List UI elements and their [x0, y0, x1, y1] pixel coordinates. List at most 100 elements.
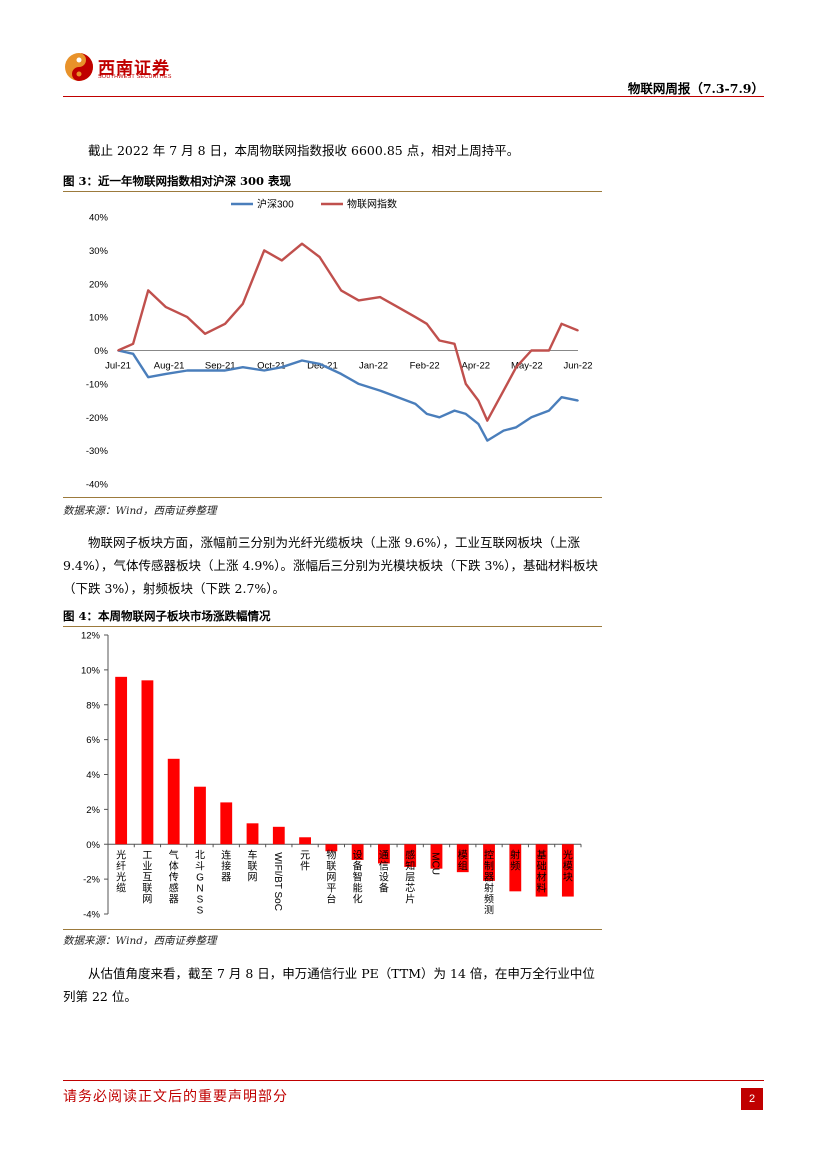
series-point-0 — [425, 413, 428, 415]
series-point-0 — [465, 413, 467, 415]
series-point-0 — [477, 423, 480, 425]
bar-15 — [509, 844, 522, 892]
series-point-0 — [515, 426, 518, 429]
series-point-0 — [453, 409, 456, 412]
x-tick-label: Jul-21 — [105, 361, 131, 372]
category-label: 模组 — [458, 849, 468, 872]
logo-emblem-icon — [65, 53, 93, 81]
series-point-1 — [438, 339, 441, 342]
figure-3-top-rule — [63, 191, 602, 192]
series-point-0 — [241, 366, 244, 368]
series-point-1 — [502, 389, 505, 392]
y-tick-label: 0% — [86, 840, 100, 851]
series-point-1 — [477, 399, 480, 402]
series-point-1 — [204, 333, 206, 335]
category-label: 车联网 — [248, 848, 258, 883]
series-point-0 — [577, 399, 579, 402]
series-point-0 — [263, 369, 265, 372]
category-label: 气体传感器 — [169, 848, 179, 905]
bar-10 — [378, 844, 390, 864]
series-point-0 — [301, 359, 303, 362]
series-point-1 — [357, 299, 360, 302]
series-point-1 — [165, 306, 167, 308]
bar-16 — [535, 844, 548, 897]
series-point-0 — [132, 353, 134, 355]
y-tick-label: -20% — [86, 413, 109, 424]
figure-4-source: 数据来源：Wind，西南证券整理 — [63, 935, 217, 947]
series-point-1 — [453, 343, 456, 345]
bar-2 — [167, 758, 180, 845]
category-label: 光纤光缆 — [116, 848, 126, 894]
series-point-1 — [560, 323, 563, 325]
y-tick-label: -10% — [86, 379, 109, 390]
x-tick-label: Jun-22 — [563, 361, 592, 372]
series-point-0 — [357, 383, 360, 385]
bar-4 — [220, 802, 233, 845]
series-point-1 — [577, 329, 579, 332]
bar-9 — [351, 844, 364, 860]
x-tick-label: Oct-21 — [257, 361, 286, 372]
paragraph-valuation: 从估值角度来看，截至 7 月 8 日，申万通信行业 PE（TTM）为 14 倍，… — [63, 966, 595, 1004]
category-label: 设备智能化 — [353, 849, 363, 905]
y-tick-label: 12% — [81, 631, 101, 642]
bar-12 — [430, 844, 443, 869]
series-line-0 — [117, 349, 579, 442]
y-tick-label: 4% — [86, 770, 100, 781]
footer-divider — [63, 1080, 764, 1081]
y-tick-label: 2% — [86, 805, 100, 816]
y-tick-label: 10% — [81, 665, 101, 676]
bar-6 — [272, 826, 285, 845]
x-tick-label: Sep-21 — [205, 361, 236, 372]
figure-3-bottom-rule — [63, 497, 602, 498]
series-point-1 — [396, 306, 399, 308]
figure-3-title: 图 3：近一年物联网指数相对沪深 300 表现 — [63, 174, 292, 188]
y-tick-label: -30% — [86, 446, 109, 457]
series-point-1 — [318, 256, 321, 258]
series-point-1 — [379, 296, 381, 298]
legend-label-1: 物联网指数 — [347, 198, 397, 211]
series-point-1 — [548, 349, 550, 352]
series-point-1 — [530, 349, 533, 352]
header-divider — [63, 96, 764, 97]
page-number: 2 — [741, 1088, 763, 1110]
bar-5 — [246, 823, 259, 845]
series-point-1 — [465, 383, 467, 385]
series-point-0 — [502, 429, 505, 432]
series-point-0 — [548, 409, 550, 412]
bar-17 — [561, 844, 574, 897]
bar-14 — [483, 844, 495, 881]
x-tick-label: Aug-21 — [154, 361, 185, 372]
bar-8 — [325, 844, 338, 852]
series-point-1 — [263, 249, 265, 252]
bar-3 — [194, 786, 206, 845]
series-point-1 — [186, 316, 189, 318]
series-point-0 — [204, 369, 206, 372]
bar-chart-subsector-change: 12% 10% 8% 6% 4% 2% 0% -2% -4% 光纤光缆 工业互联网 气体传感器 北斗 G N… — [81, 631, 582, 921]
category-label: 光模块 — [563, 848, 573, 883]
series-point-0 — [486, 439, 489, 442]
series-point-0 — [224, 369, 226, 372]
series-point-0 — [165, 373, 167, 375]
y-tick-label: 8% — [86, 700, 100, 711]
series-point-0 — [438, 416, 441, 419]
bar-11 — [404, 844, 417, 867]
y-tick-label: 0% — [94, 346, 108, 357]
series-point-0 — [530, 416, 533, 419]
series-point-1 — [132, 343, 134, 345]
series-point-1 — [486, 419, 489, 422]
logo-subtext: SOUTHWEST SECURITIES — [98, 74, 172, 80]
line-chart-iot-vs-hs300: 40% 30% 20% 10% 0% -10% -20% -30% -40% Jul-21 Aug-… — [86, 198, 593, 491]
bar-7 — [299, 837, 311, 845]
series-point-1 — [241, 302, 244, 305]
x-tick-label: Feb-22 — [410, 361, 440, 372]
y-tick-label: 6% — [86, 735, 100, 746]
series-point-0 — [340, 373, 342, 375]
series-point-1 — [147, 289, 150, 292]
x-tick-label: Apr-22 — [462, 361, 491, 372]
figure-4-title: 图 4：本周物联网子板块市场涨跌幅情况 — [63, 609, 271, 623]
legend-label-0: 沪深300 — [257, 198, 294, 211]
y-tick-label: 40% — [89, 213, 109, 224]
series-point-0 — [396, 396, 399, 399]
category-label: 射频 — [510, 849, 520, 872]
series-point-1 — [425, 323, 428, 325]
